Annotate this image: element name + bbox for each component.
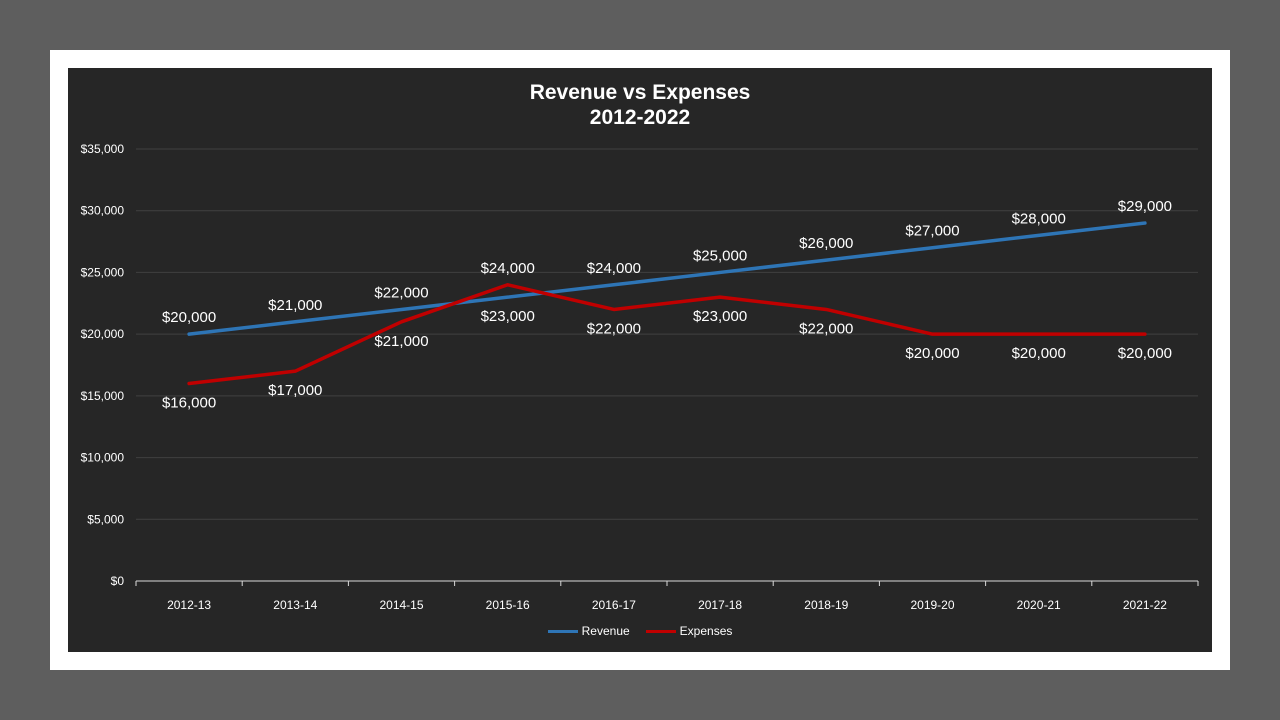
y-tick-label: $35,000 [81,142,125,156]
data-label-revenue: $23,000 [481,308,535,325]
y-tick-label: $25,000 [81,265,125,279]
x-tick-label: 2014-15 [379,598,423,612]
x-tick-label: 2013-14 [273,598,317,612]
y-tick-label: $30,000 [81,204,125,218]
legend-item-expenses: Expenses [645,624,733,638]
data-label-revenue: $20,000 [162,309,216,326]
legend: Revenue Expenses [68,624,1212,638]
data-label-expenses: $16,000 [162,395,216,412]
legend-item-revenue: Revenue [547,624,630,638]
chart-title-text: Revenue vs Expenses [529,81,751,104]
series-lines [187,221,1147,386]
data-label-expenses: $22,000 [799,320,853,337]
data-labels: $20,000 $21,000 $22,000 $23,000 $24,000 $25,0… [162,198,1172,411]
chart-title: Revenue vs Expenses 2012-2022 [68,80,1212,130]
legend-label-expenses: Expenses [679,624,733,638]
data-label-expenses: $22,000 [587,320,641,337]
data-label-revenue: $26,000 [799,235,853,252]
data-label-expenses: $21,000 [374,333,428,350]
data-label-revenue: $29,000 [1118,198,1172,215]
axes: $0 $5,000 $10,000 $15,000 $20,000 $25,000 $30,… [81,142,1199,612]
y-tick-label: $15,000 [81,389,125,403]
line-chart: $0 $5,000 $10,000 $15,000 $20,000 $25,000 $30,… [81,142,1199,612]
chart-subtitle-text: 2012-2022 [589,106,691,129]
data-label-revenue: $22,000 [374,284,428,301]
data-label-expenses: $24,000 [481,260,535,277]
data-label-expenses: $20,000 [1012,345,1066,362]
legend-swatch-revenue [547,629,578,633]
x-tick-label: 2019-20 [910,598,954,612]
y-tick-label: $0 [111,574,125,588]
data-label-revenue: $27,000 [905,223,959,240]
series-line-revenue [187,221,1147,336]
data-label-revenue: $25,000 [693,247,747,264]
series-line-expenses [187,283,1147,386]
y-tick-label: $5,000 [87,512,124,526]
x-tick-label: 2012-13 [167,598,211,612]
data-label-expenses: $20,000 [1118,345,1172,362]
data-label-expenses: $17,000 [268,382,322,399]
legend-label-revenue: Revenue [581,624,630,638]
data-label-expenses: $20,000 [905,345,959,362]
x-tick-label: 2016-17 [592,598,636,612]
legend-swatch-expenses [645,629,676,633]
data-label-revenue: $21,000 [268,297,322,314]
chart-area: Revenue vs Expenses 2012-2022 $0 $5,000 $1… [68,68,1212,652]
data-label-expenses: $23,000 [693,308,747,325]
x-tick-label: 2021-22 [1123,598,1167,612]
x-tick-label: 2015-16 [486,598,530,612]
y-tick-label: $20,000 [81,327,125,341]
y-tick-label: $10,000 [81,451,125,465]
data-label-revenue: $28,000 [1012,210,1066,227]
data-label-revenue: $24,000 [587,260,641,277]
x-tick-label: 2017-18 [698,598,742,612]
x-tick-label: 2020-21 [1017,598,1061,612]
x-tick-label: 2018-19 [804,598,848,612]
